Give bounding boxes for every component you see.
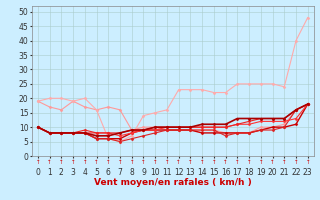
Text: ↑: ↑ xyxy=(164,160,169,165)
Text: ↑: ↑ xyxy=(223,160,228,165)
X-axis label: Vent moyen/en rafales ( km/h ): Vent moyen/en rafales ( km/h ) xyxy=(94,178,252,187)
Text: ↑: ↑ xyxy=(188,160,193,165)
Text: 12: 12 xyxy=(174,168,183,177)
Text: ↑: ↑ xyxy=(305,160,310,165)
Text: 13: 13 xyxy=(186,168,195,177)
Text: ↑: ↑ xyxy=(83,160,87,165)
Text: ↑: ↑ xyxy=(200,160,204,165)
Text: ↑: ↑ xyxy=(212,160,216,165)
Text: ↑: ↑ xyxy=(282,160,287,165)
Text: ↑: ↑ xyxy=(141,160,146,165)
Text: 2: 2 xyxy=(59,168,64,177)
Text: 23: 23 xyxy=(303,168,313,177)
Text: 20: 20 xyxy=(268,168,277,177)
Text: 10: 10 xyxy=(150,168,160,177)
Text: ↑: ↑ xyxy=(71,160,76,165)
Text: 11: 11 xyxy=(162,168,172,177)
Text: ↑: ↑ xyxy=(59,160,64,165)
Text: 7: 7 xyxy=(117,168,123,177)
Text: 5: 5 xyxy=(94,168,99,177)
Text: 14: 14 xyxy=(197,168,207,177)
Text: 16: 16 xyxy=(221,168,230,177)
Text: 15: 15 xyxy=(209,168,219,177)
Text: ↑: ↑ xyxy=(36,160,40,165)
Text: 21: 21 xyxy=(279,168,289,177)
Text: 22: 22 xyxy=(291,168,301,177)
Text: 4: 4 xyxy=(82,168,87,177)
Text: 9: 9 xyxy=(141,168,146,177)
Text: 18: 18 xyxy=(244,168,254,177)
Text: ↑: ↑ xyxy=(247,160,252,165)
Text: ↑: ↑ xyxy=(129,160,134,165)
Text: ↑: ↑ xyxy=(118,160,122,165)
Text: 1: 1 xyxy=(47,168,52,177)
Text: 8: 8 xyxy=(129,168,134,177)
Text: ↑: ↑ xyxy=(294,160,298,165)
Text: 0: 0 xyxy=(36,168,40,177)
Text: ↑: ↑ xyxy=(176,160,181,165)
Text: ↑: ↑ xyxy=(153,160,157,165)
Text: ↑: ↑ xyxy=(235,160,240,165)
Text: ↑: ↑ xyxy=(106,160,111,165)
Text: 6: 6 xyxy=(106,168,111,177)
Text: ↑: ↑ xyxy=(94,160,99,165)
Text: ↑: ↑ xyxy=(47,160,52,165)
Text: 3: 3 xyxy=(71,168,76,177)
Text: ↑: ↑ xyxy=(270,160,275,165)
Text: 17: 17 xyxy=(233,168,242,177)
Text: 19: 19 xyxy=(256,168,266,177)
Text: ↑: ↑ xyxy=(259,160,263,165)
